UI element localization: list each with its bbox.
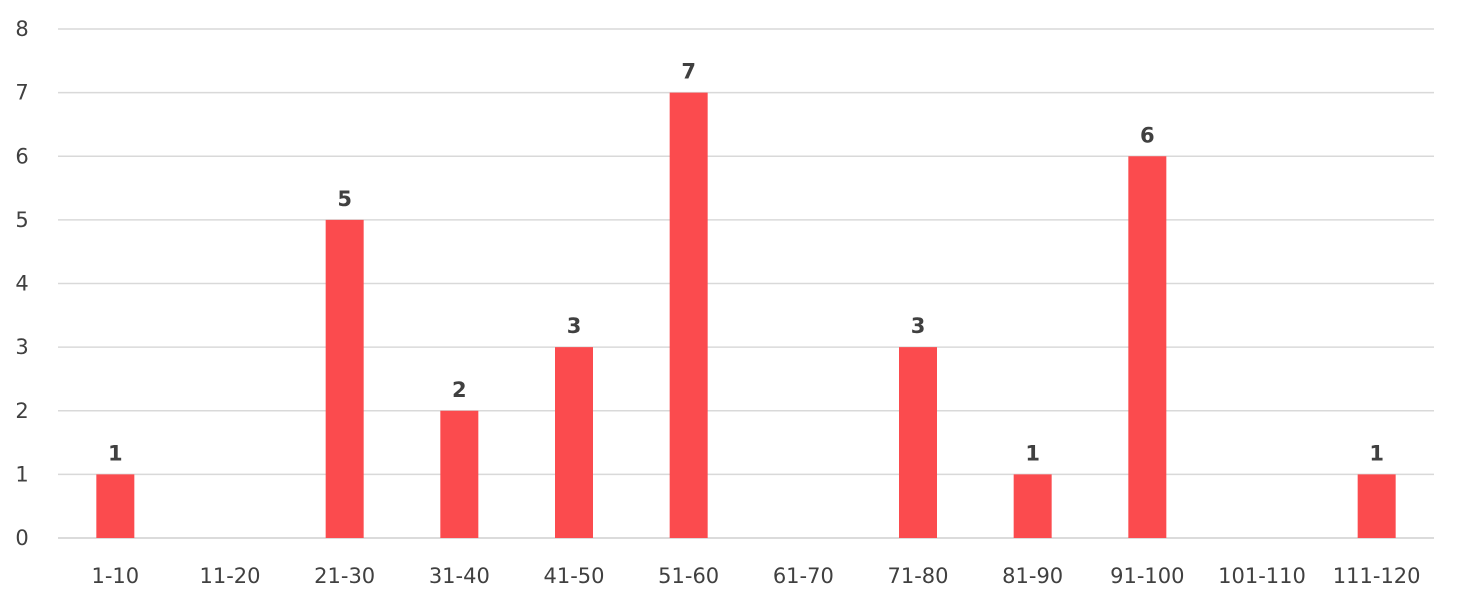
- bar-21-30: [325, 219, 364, 538]
- x-axis-ticks: 1-10 11-20 21-30 31-40 41-50 51-60 61-70 71-80 8…: [91, 564, 1420, 588]
- y-tick-label: 1: [15, 462, 28, 486]
- y-tick-label: 5: [15, 208, 28, 232]
- data-label-21-30: 5: [337, 187, 352, 211]
- y-tick-label: 6: [15, 144, 28, 168]
- x-tick-label: 91-100: [1110, 564, 1184, 588]
- data-label-71-80: 3: [911, 314, 926, 338]
- x-tick-label: 11-20: [199, 564, 260, 588]
- data-label-1-10: 1: [108, 441, 123, 465]
- x-tick-label: 31-40: [429, 564, 490, 588]
- bars: [96, 92, 1396, 538]
- x-tick-label: 1-10: [91, 564, 139, 588]
- bar-1-10: [96, 474, 135, 538]
- x-tick-label: 111-120: [1333, 564, 1421, 588]
- gridlines: [58, 28, 1434, 539]
- y-tick-label: 2: [15, 399, 28, 423]
- bar-71-80: [899, 347, 937, 538]
- y-tick-label: 4: [15, 272, 28, 296]
- bar-81-90: [1013, 474, 1052, 538]
- data-label-51-60: 7: [681, 60, 696, 84]
- bar-31-40: [440, 410, 479, 538]
- data-label-111-120: 1: [1369, 441, 1384, 465]
- x-tick-label: 81-90: [1002, 564, 1063, 588]
- y-tick-label: 3: [15, 335, 28, 359]
- y-tick-label: 0: [15, 526, 28, 550]
- bar-91-100: [1128, 156, 1167, 538]
- data-label-31-40: 2: [452, 378, 467, 402]
- y-tick-label: 8: [15, 17, 28, 41]
- data-label-91-100: 6: [1140, 123, 1155, 147]
- data-labels: 1 5 2 3 7 3 1 6 1: [108, 60, 1384, 466]
- y-tick-label: 7: [15, 81, 28, 105]
- bar-41-50: [555, 347, 593, 538]
- x-tick-label: 71-80: [887, 564, 948, 588]
- y-axis-ticks: 0 1 2 3 4 5 6 7 8: [15, 17, 28, 550]
- x-tick-label: 41-50: [543, 564, 604, 588]
- x-tick-label: 101-110: [1218, 564, 1306, 588]
- data-label-41-50: 3: [567, 314, 582, 338]
- x-tick-label: 51-60: [658, 564, 719, 588]
- x-tick-label: 21-30: [314, 564, 375, 588]
- data-label-81-90: 1: [1025, 441, 1040, 465]
- x-tick-label: 61-70: [773, 564, 834, 588]
- bar-111-120: [1357, 474, 1396, 538]
- bar-51-60: [669, 92, 708, 538]
